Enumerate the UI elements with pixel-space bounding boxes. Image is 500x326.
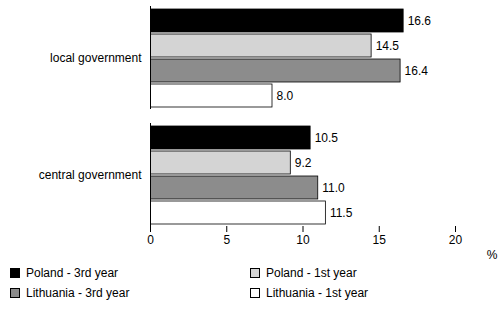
svg-text:%: % bbox=[487, 248, 498, 262]
svg-text:16.6: 16.6 bbox=[408, 14, 432, 28]
svg-text:5: 5 bbox=[223, 233, 230, 247]
svg-text:16.4: 16.4 bbox=[405, 64, 429, 78]
svg-text:15: 15 bbox=[373, 233, 387, 247]
svg-text:10.5: 10.5 bbox=[315, 131, 339, 145]
html-text:Poland - 1st year: Poland - 1st year bbox=[266, 266, 357, 280]
svg-text:11.5: 11.5 bbox=[330, 206, 353, 220]
svg-text:14.5: 14.5 bbox=[376, 39, 400, 53]
html-text:Lithuania - 3rd year: Lithuania - 3rd year bbox=[26, 286, 130, 300]
svg-text:0: 0 bbox=[147, 233, 154, 247]
svg-text:11.0: 11.0 bbox=[322, 181, 345, 195]
svg-text:20: 20 bbox=[449, 233, 463, 247]
svg-text:10: 10 bbox=[296, 233, 310, 247]
svg-text:8.0: 8.0 bbox=[277, 89, 294, 103]
svg-text:central government: central government bbox=[39, 168, 142, 182]
svg-text:9.2: 9.2 bbox=[295, 156, 312, 170]
svg-text:local government: local government bbox=[50, 51, 142, 65]
html-text:Lithuania - 1st year: Lithuania - 1st year bbox=[266, 286, 369, 300]
html-text:Poland - 3rd year: Poland - 3rd year bbox=[26, 266, 119, 280]
